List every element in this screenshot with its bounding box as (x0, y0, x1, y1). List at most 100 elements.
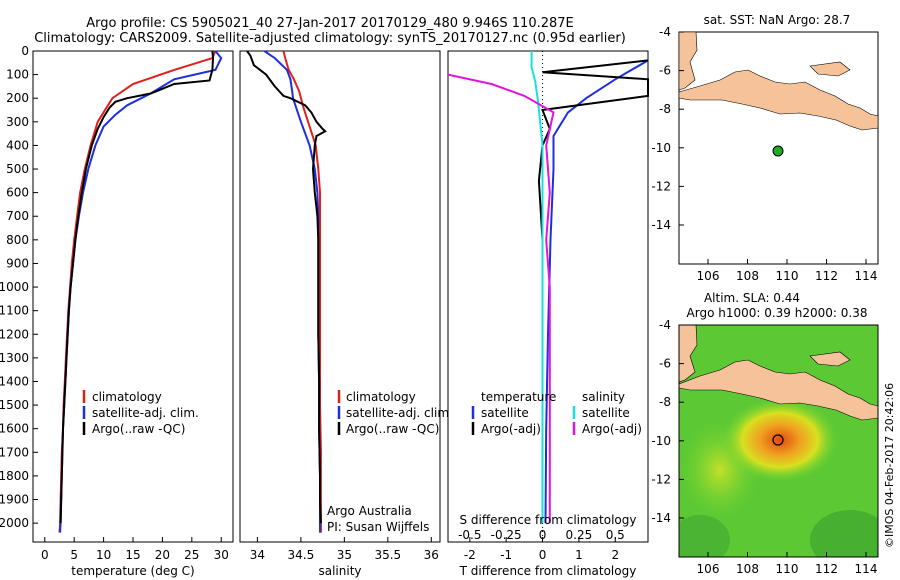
map-y-tick-label: -8 (659, 395, 671, 409)
legend-label-satellite: satellite-adj. clim. (346, 406, 453, 420)
map-x-tick-label: 108 (736, 562, 759, 576)
x-tick-label: 25 (184, 548, 199, 562)
x-tick-label: 1 (575, 548, 583, 562)
x2-tick-label: -0.25 (491, 528, 522, 542)
x-tick-label: 15 (125, 548, 140, 562)
y-tick-label: 200 (6, 91, 29, 105)
y-tick-label: 1100 (0, 304, 29, 318)
series-line-argo-raw-qc- (59, 50, 215, 524)
y-tick-label: 1700 (0, 445, 29, 459)
legend-label-s-argo: Argo(-adj) (582, 422, 642, 436)
map-y-tick-label: -12 (651, 472, 671, 486)
map-y-tick-label: -10 (651, 434, 671, 448)
salinity-panel: 34 34.5 35 35.5 36 salinity climatology sate… (239, 50, 453, 578)
map-y-tick-label: -8 (659, 102, 671, 116)
y-tick-label: 1000 (0, 280, 29, 294)
island-land (809, 351, 851, 367)
x-tick-label: 0 (539, 548, 547, 562)
map-x-tick-label: 114 (855, 269, 878, 283)
sla-map-title-1: Altim. SLA: 0.44 (704, 291, 800, 305)
map-y-tick-label: -14 (651, 511, 671, 525)
y-tick-label: 800 (6, 233, 29, 247)
salinity-plot-frame (239, 50, 441, 543)
x-tick-label: 5 (70, 548, 78, 562)
salinity-xlabel: salinity (318, 564, 361, 578)
y-tick-label: 1200 (0, 327, 29, 341)
temperature-xlabel: temperature (deg C) (71, 564, 194, 578)
y-tick-label: 700 (6, 209, 29, 223)
map-y-tick-label: -10 (651, 141, 671, 155)
series-line-s-argo-adj- (447, 73, 555, 524)
map-y-tick-label: -12 (651, 179, 671, 193)
map-x-tick-label: 114 (855, 562, 878, 576)
y-tick-label: 500 (6, 162, 29, 176)
legend-label-climatology: climatology (92, 390, 162, 404)
sla-anomaly (722, 398, 838, 482)
difference-legend: temperature satellite Argo(-adj) salinit… (471, 390, 642, 436)
y-tick-label: 100 (6, 68, 29, 82)
temperature-legend: climatology satellite-adj. clim. Argo(..… (82, 390, 199, 436)
sla-map-title-2: Argo h1000: 0.39 h2000: 0.38 (687, 306, 868, 320)
x-tick-label: 0 (41, 548, 49, 562)
map-y-tick-label: -6 (659, 357, 671, 371)
y-tick-label: 300 (6, 115, 29, 129)
y-tick-label: 400 (6, 138, 29, 152)
legend-label-argo: Argo(..raw -QC) (346, 422, 439, 436)
x-tick-label: 10 (96, 548, 111, 562)
x-tick-label: 34 (250, 548, 265, 562)
sla-map: Altim. SLA: 0.44 Argo h1000: 0.39 h2000:… (651, 291, 879, 576)
header-line-2: Climatology: CARS2009. Satellite-adjuste… (34, 31, 626, 46)
map-y-tick-label: -4 (659, 25, 671, 39)
map-y-tick-label: -14 (651, 218, 671, 232)
legend-label-s-satellite: satellite (582, 406, 630, 420)
x2-tick-label: -0.5 (458, 528, 481, 542)
y-tick-label: 900 (6, 256, 29, 270)
y-tick-label: 1800 (0, 469, 29, 483)
map-y-tick-label: -4 (659, 318, 671, 332)
legend-label-t-satellite: satellite (481, 406, 529, 420)
sla-feature (810, 510, 878, 557)
map-x-tick-label: 110 (776, 269, 799, 283)
float-position-marker (772, 434, 784, 446)
x-tick-label: 30 (214, 548, 229, 562)
t-diff-xlabel: T difference from climatology (459, 564, 637, 578)
series-line-t-satellite (544, 59, 649, 524)
map-x-tick-label: 106 (697, 269, 720, 283)
island-land (809, 61, 851, 77)
x-tick-label: 36 (424, 548, 439, 562)
map-x-tick-label: 106 (697, 562, 720, 576)
y-tick-label: 1900 (0, 493, 29, 507)
map-y-tick-label: -6 (659, 64, 671, 78)
sst-map: sat. SST: NaN Argo: 28.7 106 108 110 112 114… (651, 13, 879, 283)
sumatra-land (678, 31, 698, 91)
legend-label-climatology: climatology (346, 390, 416, 404)
legend-label-t-argo: Argo(-adj) (481, 422, 541, 436)
float-position-marker (772, 145, 784, 157)
y-tick-label: 2000 (0, 516, 29, 530)
y-tick-label: 1400 (0, 374, 29, 388)
map-x-tick-label: 108 (736, 269, 759, 283)
y-tick-label: 0 (21, 44, 29, 58)
x-tick-label: -2 (464, 548, 476, 562)
series-line-s-satellite (530, 51, 544, 524)
header-line-1: Argo profile: CS 5905021_40 27-Jan-2017 … (86, 16, 574, 31)
map-x-tick-label: 112 (815, 269, 838, 283)
series-line-argo-raw-qc- (246, 50, 327, 524)
x-tick-label: 20 (155, 548, 170, 562)
y-tick-label: 1300 (0, 351, 29, 365)
annotation-pi: PI: Susan Wijffels (327, 520, 429, 534)
y-tick-label: 1500 (0, 398, 29, 412)
x2-tick-label: 0.5 (606, 528, 625, 542)
x-tick-label: 35.5 (374, 548, 401, 562)
y-tick-label: 1600 (0, 422, 29, 436)
s-diff-xlabel: S difference from climatology (460, 513, 637, 527)
legend-label-satellite: satellite-adj. clim. (92, 406, 199, 420)
map-x-tick-label: 110 (776, 562, 799, 576)
temperature-plot-frame (32, 50, 234, 543)
map-x-tick-label: 112 (815, 562, 838, 576)
x2-tick-label: 0.25 (566, 528, 593, 542)
legend-heading-temperature: temperature (481, 390, 556, 404)
y-tick-label: 600 (6, 186, 29, 200)
salinity-legend: climatology satellite-adj. clim. Argo(..… (337, 390, 453, 436)
